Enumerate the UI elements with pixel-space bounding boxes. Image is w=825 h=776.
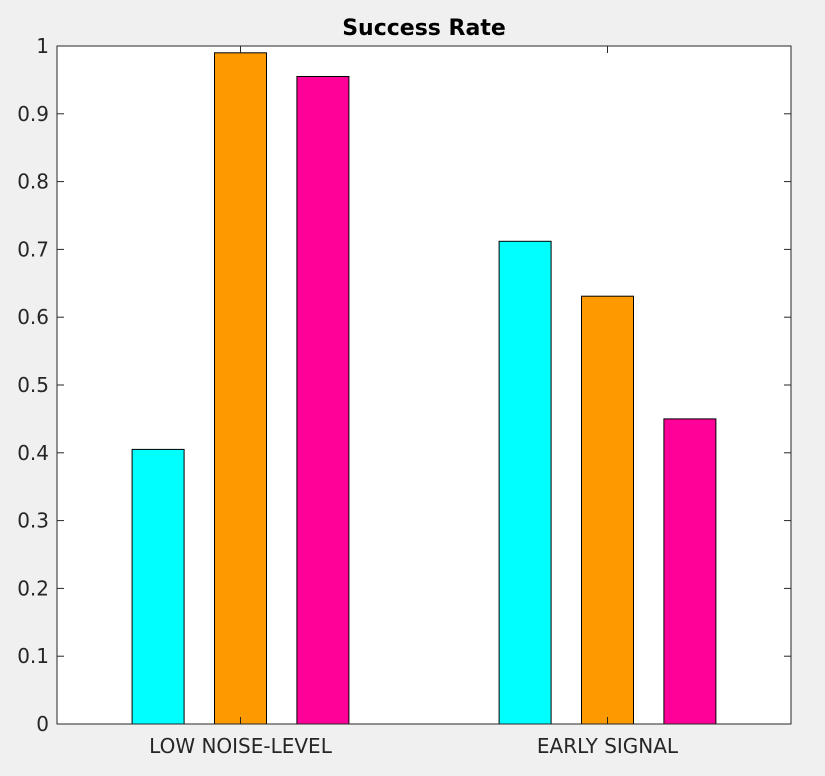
bar-series-2-low-noise-level (214, 52, 267, 725)
y-tick-label: 0.3 (17, 509, 49, 533)
x-tick-label: EARLY SIGNAL (537, 734, 679, 758)
y-tick-label: 0.9 (17, 102, 49, 126)
bar-series-3-early-signal (663, 418, 717, 725)
bar-series-3-low-noise-level (296, 76, 350, 725)
y-tick-label: 0.2 (17, 576, 49, 600)
y-tick-label: 1 (36, 34, 49, 58)
axes-box (56, 45, 792, 725)
y-tick-label: 0.8 (17, 170, 49, 194)
y-tick-label: 0.7 (17, 237, 49, 261)
y-tick-label: 0 (36, 712, 49, 736)
bar-series-2-early-signal (581, 295, 634, 725)
x-tick-labels: LOW NOISE-LEVEL EARLY SIGNAL (149, 734, 679, 758)
y-tick-label: 0.4 (17, 441, 49, 465)
bar-series-1-early-signal (498, 240, 552, 725)
y-tick-labels: 0 0.1 0.2 0.3 0.4 0.5 0.6 0.7 0.8 0.9 1 (17, 34, 49, 736)
bars-group (131, 52, 717, 725)
y-tick-label: 0.6 (17, 305, 49, 329)
y-tick-label: 0.5 (17, 373, 49, 397)
x-tick-label: LOW NOISE-LEVEL (149, 734, 333, 758)
bar-series-1-low-noise-level (131, 448, 185, 725)
y-tick-label: 0.1 (17, 644, 49, 668)
chart-title: Success Rate (342, 16, 506, 41)
